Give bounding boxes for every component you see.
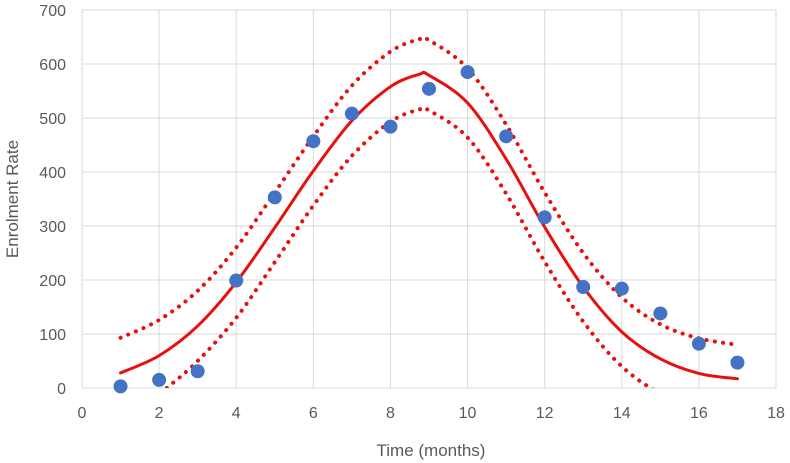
x-tick-label: 6 [309,405,318,422]
x-tick-label: 18 [767,405,785,422]
data-point [691,336,706,351]
data-point [537,210,552,225]
x-tick-label: 10 [459,405,477,422]
data-point [653,306,668,321]
x-tick-label: 4 [232,405,241,422]
x-tick-label: 12 [536,405,554,422]
y-tick-label: 400 [39,165,66,182]
x-tick-label: 8 [386,405,395,422]
data-point [267,190,282,205]
data-point [152,372,167,387]
data-point [344,106,359,121]
data-points [113,65,745,394]
x-tick-label: 2 [155,405,164,422]
data-point [460,65,475,80]
y-tick-label: 100 [39,327,66,344]
data-point [383,119,398,134]
grid [81,9,777,389]
y-tick-label: 600 [39,57,66,74]
x-tick-label: 16 [690,405,708,422]
x-axis-title: Time (months) [377,441,486,460]
data-point [229,273,244,288]
y-tick-label: 200 [39,273,66,290]
y-tick-label: 700 [39,3,66,20]
y-tick-label: 500 [39,111,66,128]
data-point [730,355,745,370]
data-point [422,81,436,96]
x-tick-label: 0 [78,405,87,422]
y-tick-label: 0 [57,381,66,398]
data-point [306,134,321,149]
confidence-band-line [164,105,655,388]
data-point [499,129,514,144]
x-tick-label: 14 [613,405,631,422]
y-tick-label: 300 [39,219,66,236]
data-point [113,379,128,394]
confidence-band-line [118,35,740,347]
data-point [614,281,629,296]
data-point [576,280,591,295]
data-point [190,364,205,379]
tick-labels: 0 100 200 300 400 500 600 700 0 2 4 6 8 10 12 14 16 18 [39,3,785,422]
y-axis-title: Enrolment Rate [3,140,22,258]
